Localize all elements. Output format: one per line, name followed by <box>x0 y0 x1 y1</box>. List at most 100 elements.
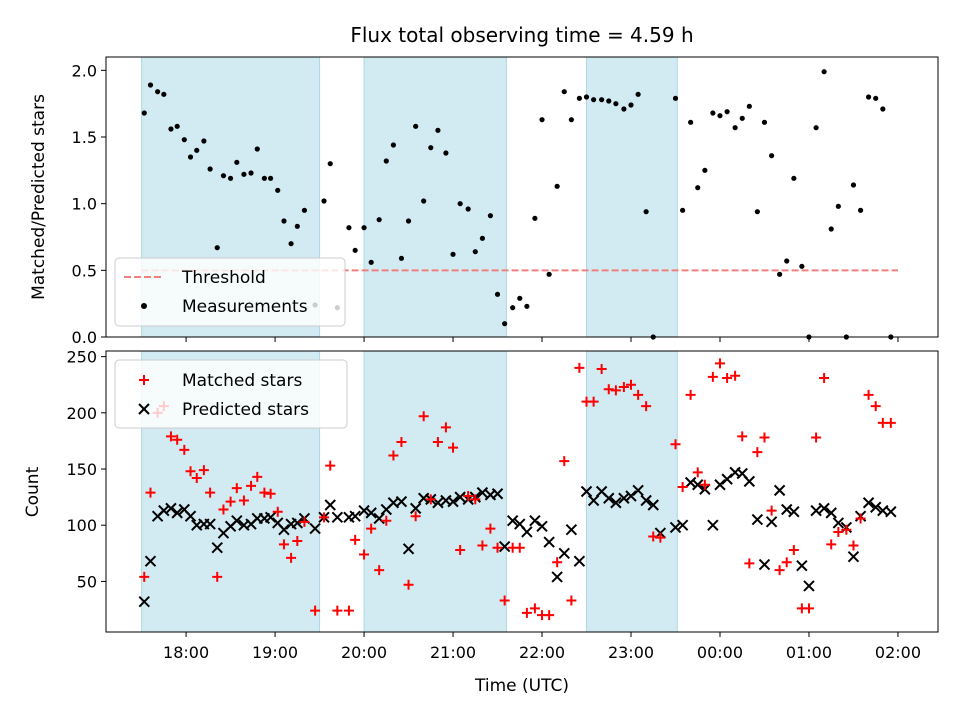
predicted-star-point <box>692 479 704 491</box>
predicted-star-point <box>825 507 837 519</box>
predicted-star-point <box>684 476 697 489</box>
matched-star-point <box>325 460 336 471</box>
x-tick-label: 01:00 <box>786 643 832 662</box>
measurement-point <box>635 91 641 97</box>
matched-star-point <box>855 513 866 524</box>
predicted-star-point <box>521 526 533 538</box>
matched-star-point <box>677 482 688 493</box>
matched-star-point <box>225 496 236 507</box>
measurement-point <box>813 125 819 131</box>
predicted-star-point <box>476 486 489 499</box>
measurement-point <box>241 171 247 177</box>
measurement-point <box>281 218 287 224</box>
matched-star-point <box>722 372 733 383</box>
matched-star-point <box>730 370 741 381</box>
measurement-point <box>346 225 352 231</box>
matched-star-point <box>238 495 249 506</box>
predicted-star-point <box>358 504 370 517</box>
matched-star-point <box>212 571 223 582</box>
matched-star-point <box>848 540 859 551</box>
measurement-point <box>472 249 478 255</box>
predicted-star-point <box>676 519 689 531</box>
ratio-x-ticks <box>185 337 899 342</box>
measurement-point <box>791 175 797 181</box>
count-panel: 50 100 150 200 250 18:00 19:00 20:00 21:00 22:00… <box>23 348 939 696</box>
predicted-star-point <box>291 517 304 529</box>
measurement-point <box>147 82 154 88</box>
predicted-star-point <box>165 502 177 515</box>
matched-star-point <box>870 401 881 412</box>
measurement-point <box>168 126 174 132</box>
predicted-star-point <box>810 504 822 517</box>
measurement-point <box>606 98 612 104</box>
measurement-point <box>421 198 427 204</box>
predicted-star-point <box>632 484 644 497</box>
predicted-star-point <box>447 495 459 508</box>
legend-predicted-swatch <box>138 403 150 415</box>
predicted-star-point <box>204 518 216 530</box>
matched-star-point <box>448 442 459 453</box>
measurement-point <box>710 110 716 116</box>
measurement-point <box>201 138 207 144</box>
measurement-point <box>672 95 679 101</box>
ratio-panel-frame <box>105 56 939 338</box>
predicted-star-point <box>796 559 808 572</box>
predicted-star-point <box>536 520 548 533</box>
measurement-point <box>821 69 827 75</box>
matched-star-point <box>588 396 599 407</box>
matched-star-point <box>185 466 196 477</box>
measurement-point <box>214 245 220 251</box>
measurement-point <box>628 102 634 108</box>
x-tick-label: 23:00 <box>608 643 654 662</box>
predicted-star-point <box>543 536 555 548</box>
predicted-star-point <box>758 558 771 571</box>
x-axis-label: Time (UTC) <box>474 676 569 696</box>
measurement-point <box>288 241 294 247</box>
x-tick-label: 02:00 <box>875 643 921 662</box>
y-tick-label: 50 <box>77 572 97 591</box>
measurement-point <box>769 153 775 159</box>
predicted-star-point <box>402 543 415 555</box>
measurement-point <box>739 115 745 121</box>
ratio-y-axis-label: Matched/Predicted stars <box>29 94 49 300</box>
measurement-point <box>248 170 254 176</box>
matched-star-point <box>485 523 496 534</box>
matched-star-point <box>655 532 666 543</box>
matched-star-point <box>278 539 289 550</box>
matched-star-point <box>332 605 343 616</box>
matched-star-point <box>299 516 310 527</box>
measurement-points <box>141 69 894 340</box>
matched-star-point <box>833 526 844 537</box>
matched-star-point <box>374 565 385 576</box>
measurement-point <box>702 167 708 173</box>
x-tick-label: 18:00 <box>163 643 209 662</box>
measurement-point <box>254 146 260 152</box>
matched-star-point <box>145 487 156 498</box>
matched-star-point <box>205 487 216 498</box>
measurement-point <box>234 159 240 165</box>
matched-star-point <box>350 534 361 545</box>
legend-matched-label: Matched stars <box>182 371 302 391</box>
predicted-star-point <box>529 515 541 527</box>
matched-star-point <box>885 417 896 428</box>
measurement-point <box>301 207 308 213</box>
predicted-star-point <box>171 507 183 519</box>
predicted-star-point <box>714 479 726 491</box>
matched-star-point <box>218 504 229 515</box>
y-tick-label: 1.5 <box>72 128 97 147</box>
matched-star-point <box>319 512 330 523</box>
predicted-star-point <box>264 511 277 524</box>
matched-star-point <box>463 490 474 501</box>
matched-star-point <box>265 488 276 499</box>
measurement-point <box>828 226 834 232</box>
measurement-point <box>275 187 281 193</box>
predicted-star-point <box>885 506 897 518</box>
measurement-point <box>261 175 267 181</box>
measurement-point <box>865 94 872 100</box>
predicted-star-point <box>573 555 586 567</box>
measurement-point <box>494 291 501 297</box>
y-tick-label: 100 <box>66 516 97 535</box>
measurement-point <box>532 215 538 221</box>
predicted-star-point <box>580 485 593 498</box>
